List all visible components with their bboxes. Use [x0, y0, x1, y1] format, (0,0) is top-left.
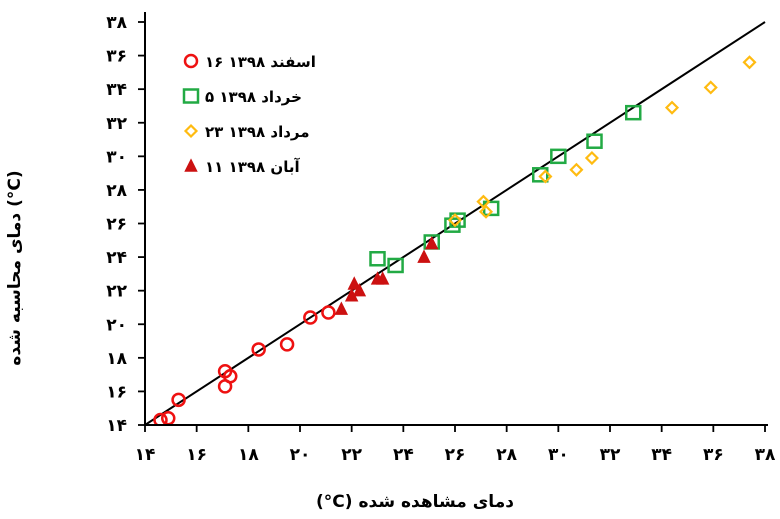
series-square — [369, 104, 642, 274]
y-tick-label: ۱۶ — [106, 382, 127, 402]
legend: ۱۶ اسفند ۱۳۹۸ ۵ خرداد ۱۳۹۸ ۲۳ مرداد ۱۳۹۸ ۱۱… — [182, 53, 316, 176]
y-tick-label: ۲۲ — [106, 282, 127, 302]
y-tick-label: ۳۸ — [106, 13, 127, 33]
x-tick-label: ۲۸ — [496, 445, 517, 465]
legend-marker — [184, 158, 198, 172]
data-point — [375, 271, 390, 285]
y-tick-label: ۱۸ — [106, 349, 127, 369]
series-triangle — [334, 235, 439, 315]
x-tick-label: ۳۴ — [651, 445, 672, 465]
data-point — [171, 392, 186, 408]
data-point — [476, 194, 491, 209]
data-point — [742, 55, 757, 70]
data-point — [532, 167, 549, 183]
series-circle — [153, 305, 336, 425]
legend-marker — [183, 53, 199, 69]
y-tick-label: ۳۶ — [106, 47, 127, 67]
x-axis-title: (°C) دمای مشاهده شده — [316, 492, 514, 512]
data-point — [586, 133, 603, 149]
series-diamond — [447, 55, 757, 228]
data-point — [223, 369, 238, 384]
data-point — [153, 412, 168, 425]
markers-layer — [153, 55, 757, 425]
data-point — [584, 150, 599, 166]
y-tick-label: ۳۴ — [106, 80, 127, 100]
y-tick-label: ۲۶ — [106, 215, 127, 235]
data-point — [251, 342, 266, 357]
y-tick-label: ۳۰ — [106, 147, 127, 167]
legend-label: ۲۳ مرداد ۱۳۹۸ — [205, 123, 310, 141]
x-tick-label: ۲۲ — [341, 445, 362, 465]
y-axis-title: دمای محاسبه شده (°C) — [5, 170, 25, 365]
y-tick-label: ۲۴ — [106, 248, 127, 268]
data-point — [550, 148, 567, 165]
y-tick-label: ۲۸ — [106, 181, 127, 201]
data-point — [664, 100, 680, 115]
data-point — [417, 249, 431, 263]
legend-label: ۵ خرداد ۱۳۹۸ — [205, 88, 302, 106]
legend-item: ۵ خرداد ۱۳۹۸ — [182, 88, 302, 106]
x-tick-label: ۳۸ — [755, 445, 776, 465]
x-tick-label: ۳۰ — [548, 445, 569, 465]
x-tick-label: ۱۴ — [135, 445, 156, 465]
x-tick-label: ۲۰ — [290, 445, 311, 465]
y-tick-label: ۱۴ — [106, 416, 127, 436]
legend-item: ۲۳ مرداد ۱۳۹۸ — [183, 123, 310, 141]
legend-label: ۱۶ اسفند ۱۳۹۸ — [205, 53, 316, 71]
y-tick-label: ۳۲ — [106, 114, 127, 134]
data-point — [334, 301, 349, 315]
legend-marker — [182, 88, 200, 104]
data-point — [625, 104, 642, 121]
data-point — [321, 305, 336, 320]
x-tick-label: ۱۶ — [186, 445, 207, 465]
reference-line-layer — [145, 21, 766, 425]
legend-label: ۱۱ آبان ۱۳۹۸ — [205, 158, 300, 176]
data-point — [447, 213, 463, 228]
x-tick-label: ۳۶ — [703, 445, 724, 465]
data-point — [538, 169, 553, 184]
legend-item: ۱۱ آبان ۱۳۹۸ — [184, 158, 300, 176]
x-tick-label: ۲۴ — [393, 445, 414, 465]
data-point — [387, 257, 404, 274]
legend-marker — [183, 123, 199, 139]
reference-line — [145, 21, 766, 425]
data-point — [425, 235, 439, 250]
data-point — [303, 310, 318, 325]
data-point — [161, 411, 176, 425]
data-point — [478, 204, 494, 219]
axes-layer: ۱۴ ۱۶ ۱۸ ۲۰ ۲۲ ۲۴ ۲۶ ۲۸ ۳۰ ۳۲ ۳۴ ۳۶ ۳۸ ۱۴ ۱۶ ۱۸ ۲۰ ۲۲ ۲۴ ۲۶… — [106, 12, 776, 465]
data-point — [703, 80, 718, 95]
data-point — [352, 282, 367, 297]
data-point — [279, 337, 295, 352]
x-tick-label: ۲۶ — [445, 445, 466, 465]
y-tick-label: ۲۰ — [106, 315, 127, 335]
legend-item: ۱۶ اسفند ۱۳۹۸ — [183, 53, 316, 71]
x-tick-label: ۳۲ — [600, 445, 621, 465]
data-point — [569, 162, 584, 177]
data-point — [369, 251, 386, 267]
x-tick-label: ۱۸ — [238, 445, 259, 465]
data-point — [347, 276, 361, 290]
